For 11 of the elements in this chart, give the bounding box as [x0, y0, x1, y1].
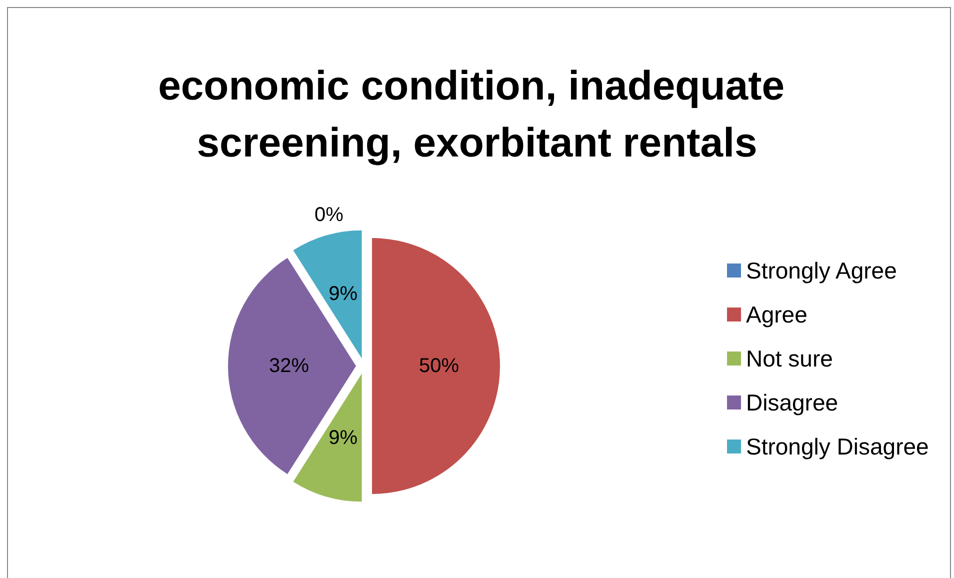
legend-label: Agree: [746, 302, 808, 328]
data-label: 9%: [328, 282, 358, 305]
data-label: 50%: [418, 355, 460, 377]
legend-label: Not sure: [746, 346, 833, 372]
data-label: 32%: [268, 355, 310, 377]
chart-title: economic condition, inadequate screening, exorbitant rentals: [158, 62, 796, 166]
text: 0%: [314, 204, 344, 226]
legend-label: Strongly Disagree: [746, 434, 929, 460]
legend-label: Disagree: [746, 390, 838, 416]
legend-label: Strongly Agree: [746, 258, 897, 284]
data-label: 9%: [328, 427, 358, 450]
